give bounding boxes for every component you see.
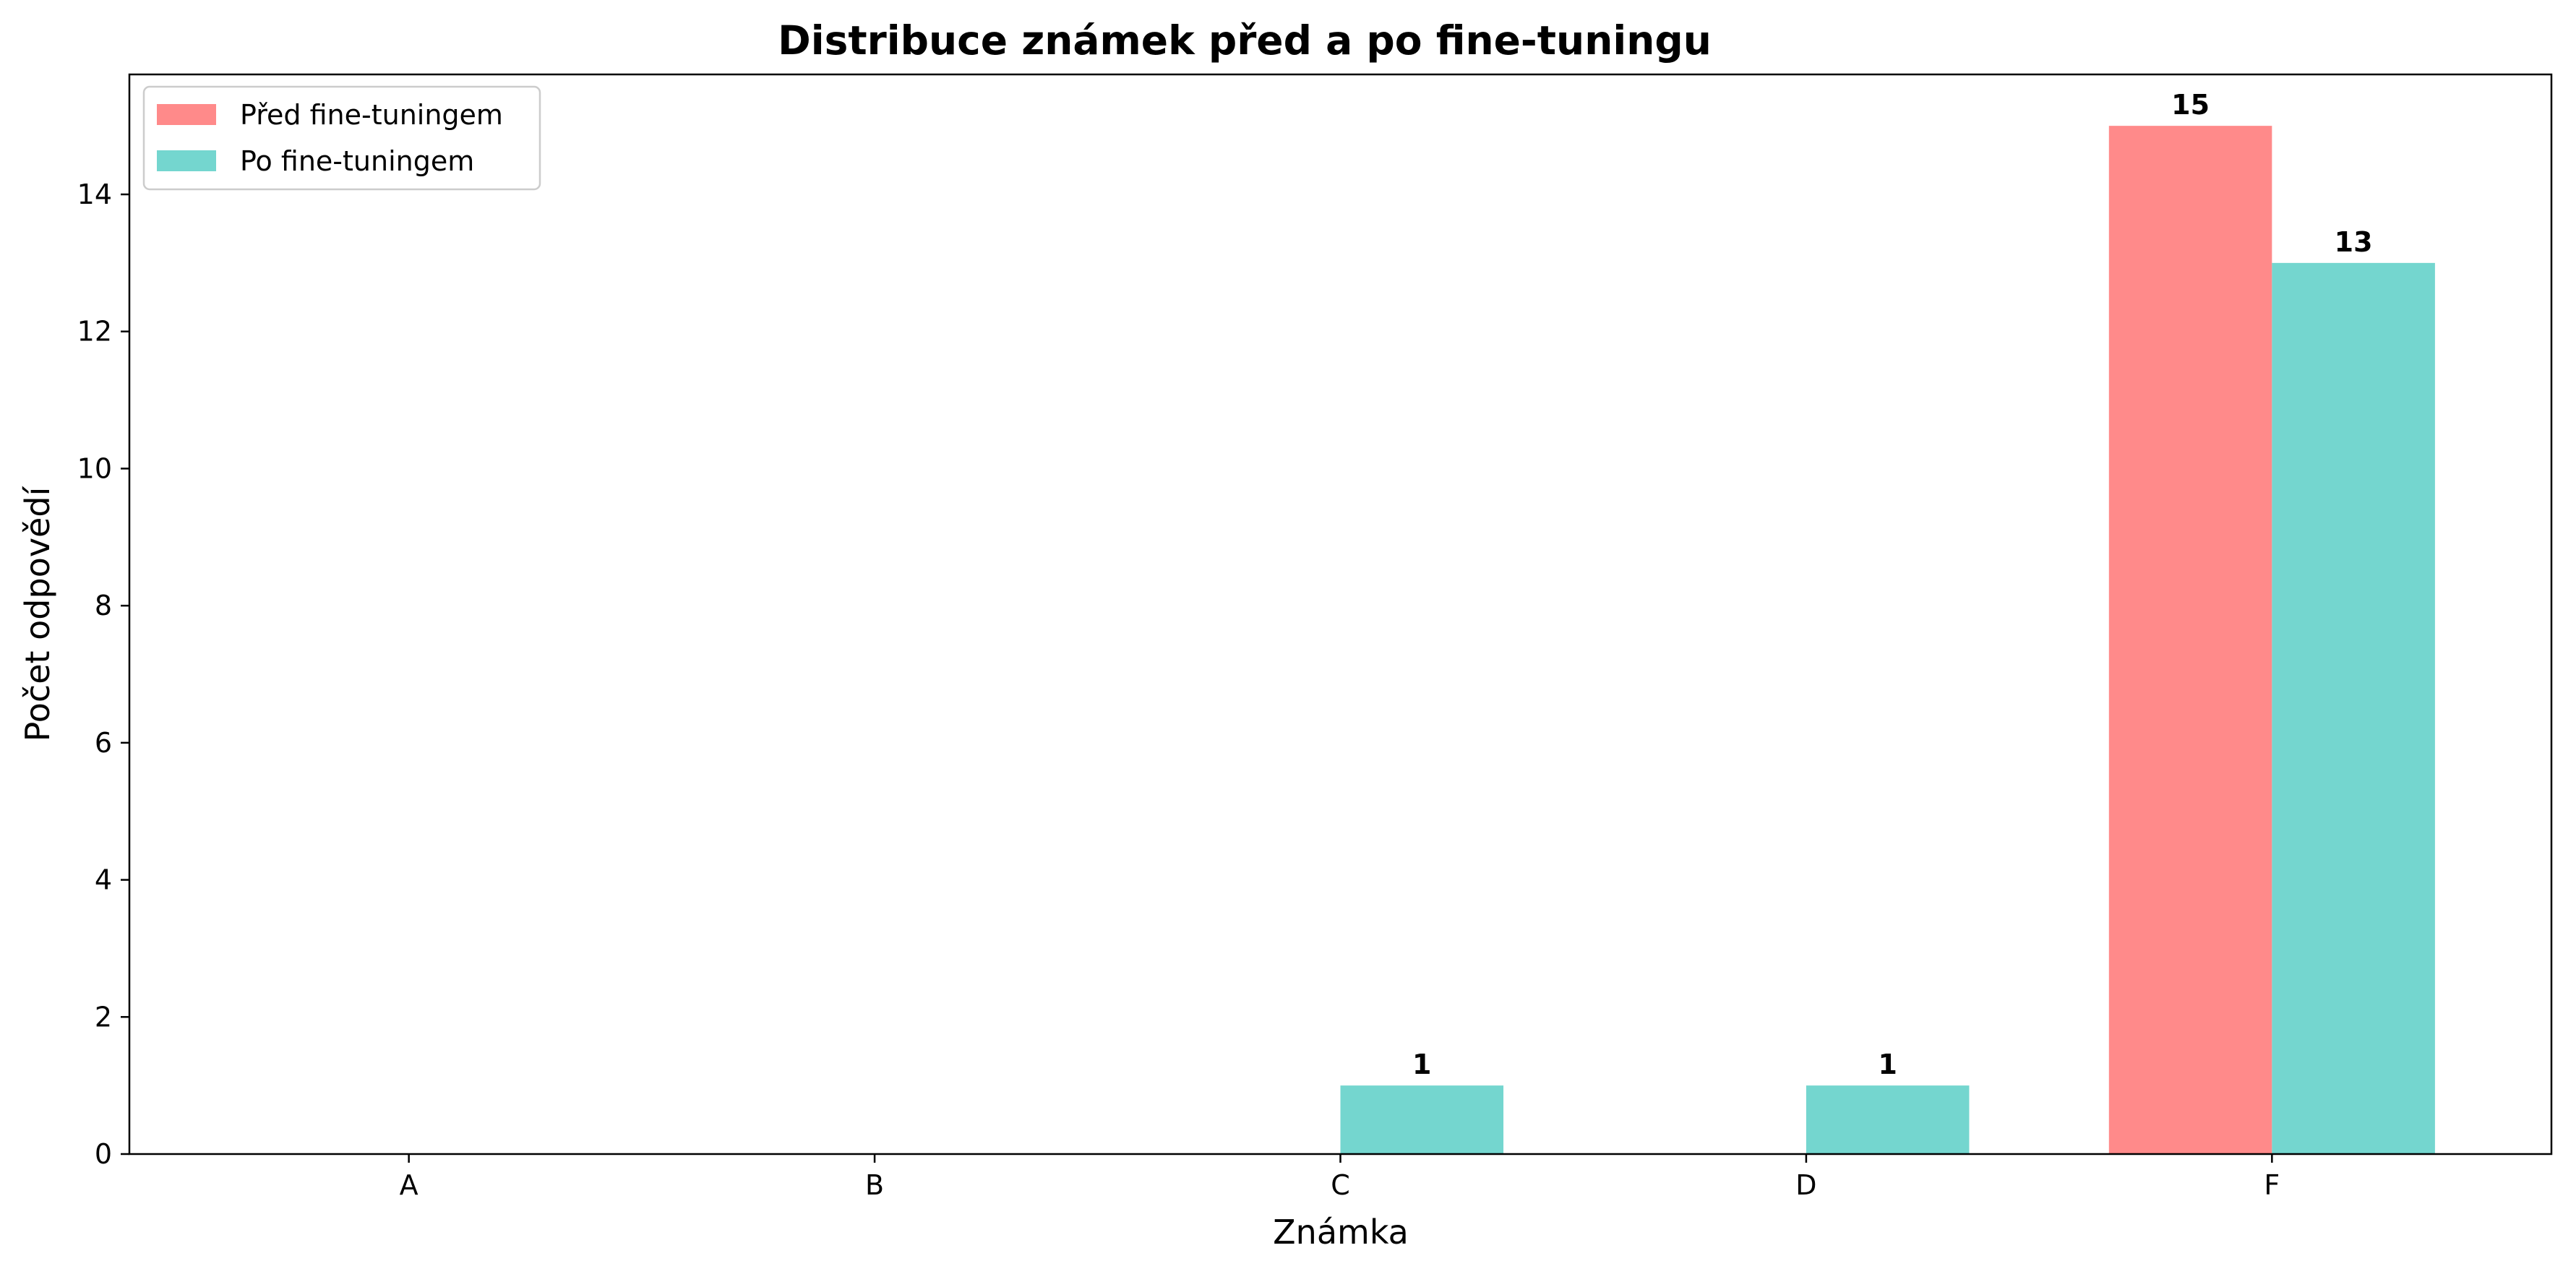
- plot-area: 15 1 1 13 0 2 4 6 8 10 12 14 A B C D F: [77, 89, 2435, 1201]
- x-tick-label: D: [1795, 1169, 1816, 1201]
- x-tick-label: B: [865, 1169, 884, 1201]
- x-tick-label: F: [2264, 1169, 2280, 1201]
- legend-swatch-pred: [157, 104, 216, 125]
- y-tick-label: 0: [95, 1138, 112, 1170]
- plot-frame: [128, 73, 2553, 1155]
- bar-value-label: 13: [2335, 226, 2373, 258]
- y-axis-label: Počet odpovědí: [18, 486, 57, 741]
- y-tick-label: 12: [77, 316, 112, 348]
- y-tick-label: 6: [95, 727, 112, 759]
- bar-F-series-0: [2108, 126, 2272, 1155]
- y-tick-label: 4: [95, 864, 112, 896]
- bar-C-series-1: [1340, 1085, 1504, 1154]
- legend-swatch-po: [157, 150, 216, 171]
- bar-value-label: 1: [1878, 1049, 1897, 1080]
- bar-value-label: 15: [2171, 89, 2210, 121]
- x-tick-label: C: [1331, 1169, 1350, 1201]
- legend-frame: [142, 85, 541, 191]
- legend: Před fine-tuningem Po fine-tuningem: [142, 85, 541, 191]
- legend-entry-pred: Před fine-tuningem: [240, 99, 503, 131]
- bar-D-series-1: [1806, 1085, 1970, 1154]
- x-tick-label: A: [400, 1169, 418, 1201]
- bar-value-label: 1: [1412, 1049, 1431, 1080]
- x-axis-label: Známka: [1273, 1213, 1409, 1252]
- legend-entry-po: Po fine-tuningem: [240, 145, 474, 177]
- y-tick-label: 10: [77, 452, 112, 484]
- chart-title: Distribuce známek před a po fine-tuningu: [778, 17, 1712, 64]
- bar-F-series-1: [2272, 262, 2435, 1154]
- y-tick-label: 14: [77, 178, 112, 210]
- y-tick-label: 2: [95, 1001, 112, 1033]
- y-tick-label: 8: [95, 590, 112, 621]
